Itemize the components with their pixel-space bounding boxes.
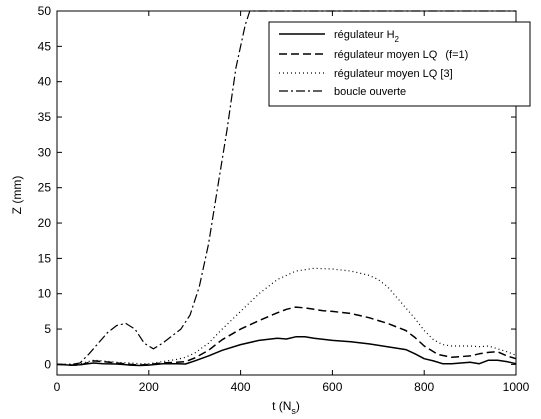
y-axis-label: Z (mm) <box>10 176 24 215</box>
legend-label-regulateur-moyen-lq-3: régulateur moyen LQ [3] <box>334 68 453 80</box>
legend-label-regulateur-moyen-lq-f1: régulateur moyen LQ (f=1) <box>334 49 468 61</box>
y-tick-label: 50 <box>38 4 52 18</box>
legend: régulateur H2 régulateur moyen LQ (f=1) r… <box>268 21 531 107</box>
x-axis-label-close: ) <box>296 399 300 413</box>
legend-label-regulateur-h2: régulateur H2 <box>334 29 400 44</box>
x-tick-label: 0 <box>54 380 61 394</box>
series-line-dashed <box>56 306 517 366</box>
axes <box>56 10 517 376</box>
x-tick-label: 400 <box>231 380 251 394</box>
y-tick-label: 35 <box>38 110 52 124</box>
legend-label-boucle-ouverte: boucle ouverte <box>334 86 406 98</box>
series-line-dotted <box>57 267 517 365</box>
x-tick-label: 800 <box>414 380 434 394</box>
y-tick-label: 5 <box>44 322 51 336</box>
x-axis-label: t (Ns) <box>272 399 300 416</box>
plot-area <box>56 10 517 367</box>
y-tick-label: 40 <box>38 75 52 89</box>
x-tick-label: 600 <box>322 380 342 394</box>
y-tick-label: 20 <box>38 216 52 230</box>
y-tick-label: 15 <box>38 251 52 265</box>
series-line-solid <box>56 336 517 367</box>
y-tick-label: 45 <box>38 39 52 53</box>
legend-box <box>268 21 531 107</box>
x-tick-label: 200 <box>139 380 159 394</box>
axes-frame <box>56 10 517 376</box>
x-axis-label-subscript: s <box>291 406 296 416</box>
y-tick-label: 30 <box>38 145 52 159</box>
x-tick-label: 1000 <box>503 380 530 394</box>
y-tick-label: 25 <box>38 181 52 195</box>
y-tick-label: 10 <box>38 287 52 301</box>
x-axis-label-main: t (N <box>272 399 291 413</box>
tick-labels: 0 200 400 600 800 1000 0 5 10 15 20 25 30 35 40 45 50 <box>38 4 530 394</box>
y-tick-label: 0 <box>44 357 51 371</box>
